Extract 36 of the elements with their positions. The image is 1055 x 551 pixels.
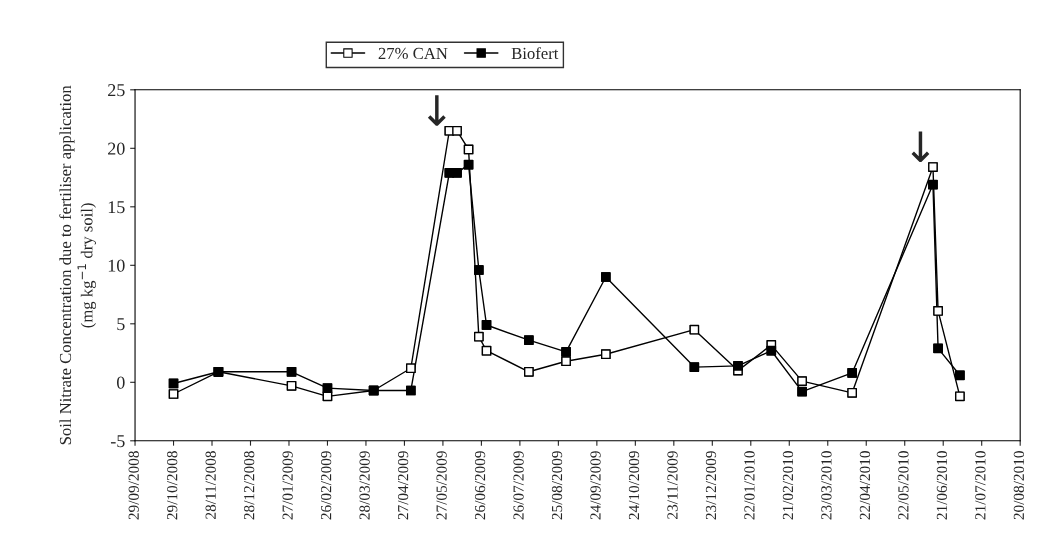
y-tick-label: 25 [108, 84, 125, 97]
y-tick-label: 15 [108, 201, 125, 214]
x-tick-label: 21/06/2010 [936, 451, 948, 520]
annotation: ↓ [427, 95, 446, 126]
x-tick-label: 26/06/2009 [474, 451, 486, 520]
x-tick-label: 27/01/2009 [282, 451, 293, 520]
x-tick-label: 22/01/2010 [744, 451, 755, 520]
y-tick-label: 5 [117, 318, 125, 331]
x-tick-label: 20/08/2010 [1013, 451, 1025, 520]
x-tick-label: 29/09/2008 [128, 451, 139, 520]
x-tick-label: 26/02/2009 [320, 451, 332, 520]
x-tick-label: 28/03/2009 [359, 451, 370, 520]
x-tick-label: 24/09/2009 [590, 451, 601, 520]
x-tick-label: 21/07/2010 [975, 451, 986, 520]
x-tick-label: 28/12/2008 [244, 451, 255, 520]
y-tick-label: -5 [110, 435, 125, 448]
x-tick-label: 23/11/2009 [667, 451, 678, 519]
x-tick-label: 27/04/2009 [397, 451, 409, 520]
x-tick-label: 29/10/2008 [167, 451, 178, 520]
x-tick-label: 22/04/2010 [859, 451, 871, 520]
y-axis-title: Soil Nitrate Concentration due to fertiliser application (mg kg$^{−1}$ dry soil) [59, 85, 96, 445]
annotation: ↓ [911, 131, 930, 162]
x-tick-label: 21/02/2010 [782, 451, 794, 520]
legend-label: 27% CAN [378, 47, 448, 60]
legend-label: Biofert [511, 47, 559, 60]
x-tick-label: 28/11/2008 [205, 451, 216, 519]
x-tick-label: 24/10/2009 [628, 451, 640, 520]
x-tick-label: 22/05/2010 [898, 451, 909, 520]
x-tick-label: 23/12/2009 [705, 451, 717, 520]
y-tick-label: 10 [108, 259, 125, 272]
y-tick-label: 0 [116, 376, 125, 389]
x-tick-label: 27/05/2009 [436, 451, 447, 520]
y-tick-label: 20 [108, 142, 125, 155]
x-tick-label: 23/03/2010 [821, 451, 832, 520]
x-tick-label: 25/08/2009 [551, 451, 563, 520]
x-tick-label: 26/07/2009 [513, 451, 524, 520]
